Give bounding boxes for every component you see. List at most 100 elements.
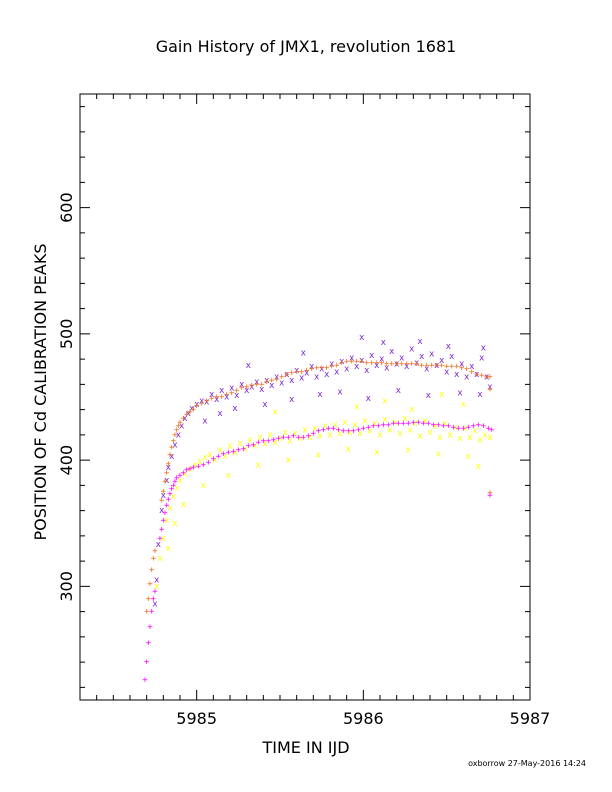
series-4-point: +: [486, 424, 492, 434]
series-1-point: x: [224, 393, 230, 403]
series-1-point: x: [384, 363, 390, 373]
series-3-point: +: [289, 369, 295, 379]
series-4-point: +: [246, 442, 252, 452]
series-2-point: x: [171, 492, 177, 502]
series-1-point: x: [457, 389, 463, 399]
series-3-point: +: [329, 362, 335, 372]
series-4-point: +: [489, 425, 495, 435]
series-2-point: x: [487, 433, 493, 443]
series-2-point: x: [466, 452, 472, 462]
series-2-point: x: [317, 432, 323, 442]
series-1-point: x: [464, 372, 470, 382]
y-tick-label: 400: [57, 445, 76, 476]
series-4-point: +: [151, 595, 157, 605]
x-axis-label: TIME IN IJD: [261, 738, 349, 757]
series-2-point: x: [352, 420, 358, 430]
series-4-point: +: [291, 432, 297, 442]
series-2-point: x: [282, 428, 288, 438]
series-1-point: x: [379, 355, 385, 365]
series-3-point: +: [219, 393, 225, 403]
series-2-point: x: [387, 425, 393, 435]
series-1-point: x: [409, 345, 415, 355]
series-2-point: x: [362, 416, 368, 426]
series-4-point: +: [471, 422, 477, 432]
series-2-point: x: [457, 434, 463, 444]
series-4-point: +: [147, 622, 153, 632]
series-4-point: +: [251, 440, 257, 450]
series-1-point: x: [446, 342, 452, 352]
series-2-point: x: [256, 461, 262, 471]
series-2-point: x: [252, 442, 258, 452]
series-4-point: +: [181, 468, 187, 478]
series-2-point: x: [427, 428, 433, 438]
series-4-point: +: [411, 418, 417, 428]
series-4-point: +: [271, 435, 277, 445]
series-2-point: x: [267, 430, 273, 440]
series-4-point: +: [172, 477, 178, 487]
series-1-point: x: [414, 358, 420, 368]
series-3-point: +: [384, 360, 390, 370]
series-2-point: x: [417, 432, 423, 442]
series-3-point: +: [269, 376, 275, 386]
series-4-point: +: [169, 485, 175, 495]
series-3-point: +: [172, 430, 178, 440]
series-2-point: x: [482, 430, 488, 440]
series-1-point: x: [199, 396, 205, 406]
series-1-point: x: [239, 380, 245, 390]
series-2-point: x: [316, 451, 322, 461]
series-4-point: +: [386, 420, 392, 430]
series-1-point: x: [194, 400, 200, 410]
series-2-point: x: [174, 483, 180, 493]
series-2-point: x: [322, 422, 328, 432]
series-2-point: x: [297, 434, 303, 444]
series-2-point: x: [312, 424, 318, 434]
series-3-point: +: [424, 361, 430, 371]
series-1-point: x: [301, 348, 307, 358]
series-3-point: +: [162, 477, 168, 487]
series-2-point: x: [397, 429, 403, 439]
series-3-point: +: [487, 488, 493, 498]
series-1-point: x: [359, 356, 365, 366]
series-3-point: +: [279, 372, 285, 382]
series-3-point: +: [187, 408, 193, 418]
series-2-point: x: [237, 439, 243, 449]
series-4-point: +: [281, 433, 287, 443]
series-1-point: x: [176, 430, 182, 440]
series-3-point: +: [359, 357, 365, 367]
series-1-point: x: [209, 390, 215, 400]
series-4-point: +: [157, 534, 163, 544]
series-1-point: x: [469, 362, 475, 372]
series-4-point: +: [161, 516, 167, 526]
series-2-point: x: [472, 427, 478, 437]
series-1-point: x: [374, 361, 380, 371]
series-1-point: x: [182, 414, 188, 424]
series-2-point: x: [432, 422, 438, 432]
series-3-point: +: [254, 380, 260, 390]
series-4-point: +: [461, 424, 467, 434]
series-3-point: +: [199, 399, 205, 409]
series-4-point: +: [326, 424, 332, 434]
series-3-point: +: [414, 360, 420, 370]
series-3-point: +: [399, 360, 405, 370]
series-4-point: +: [451, 423, 457, 433]
series-1-point: x: [394, 360, 400, 370]
series-2-point: x: [407, 425, 413, 435]
series-3-point: +: [244, 382, 250, 392]
series-2-point: x: [262, 439, 268, 449]
series-1-point: x: [166, 463, 172, 473]
series-2-point: x: [382, 415, 388, 425]
series-4-point: +: [146, 639, 152, 649]
series-2-point: x: [217, 446, 223, 456]
series-4-point: +: [426, 419, 432, 429]
series-1-point: x: [229, 384, 235, 394]
chart-title: Gain History of JMX1, revolution 1681: [156, 37, 457, 56]
series-2-point: x: [212, 456, 218, 466]
series-3-point: +: [349, 357, 355, 367]
series-1-point: x: [214, 395, 220, 405]
series-3-point: +: [354, 357, 360, 367]
series-1-point: x: [284, 370, 290, 380]
series-4-point: +: [336, 425, 342, 435]
series-4-point: +: [466, 423, 472, 433]
series-4-point: +: [201, 461, 207, 471]
